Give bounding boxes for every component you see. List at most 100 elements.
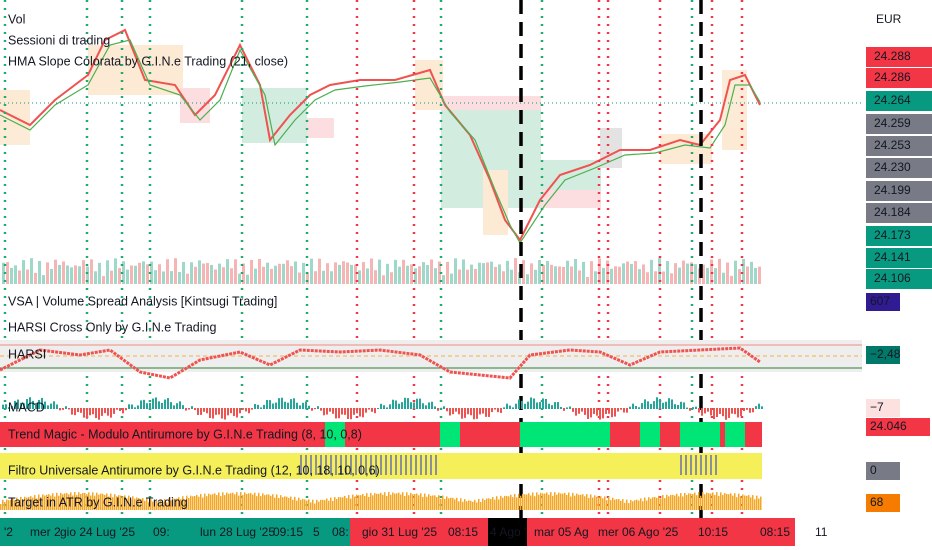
- volume-bar: [462, 259, 465, 284]
- macd-bar: [605, 408, 607, 414]
- atr-bar: [92, 492, 94, 510]
- atr-bar: [310, 502, 312, 510]
- macd-bar: [2, 404, 4, 409]
- volume-bar: [342, 261, 345, 284]
- price-badge: [866, 248, 932, 268]
- macd-bar: [305, 401, 307, 409]
- atr-bar: [434, 495, 436, 510]
- volume-bar: [642, 264, 645, 284]
- volume-bar: [590, 261, 593, 284]
- macd-bar: [704, 408, 706, 414]
- volume-bar: [298, 272, 301, 284]
- macd-bar: [467, 408, 469, 415]
- volume-bar: [42, 275, 45, 284]
- volume-bar: [126, 269, 129, 284]
- macd-bar: [437, 408, 439, 411]
- filter-tick: [355, 455, 357, 475]
- macd-bar: [98, 408, 100, 420]
- atr-bar: [450, 497, 452, 510]
- price-badge: [866, 47, 932, 67]
- atr-bar: [556, 494, 558, 510]
- filter-tick: [425, 455, 427, 475]
- atr-bar: [308, 499, 310, 510]
- time-label: 09:15: [273, 525, 303, 539]
- atr-bar: [42, 494, 44, 510]
- atr-bar: [280, 495, 282, 510]
- atr-bar: [126, 498, 128, 510]
- filter-ticks: [300, 455, 717, 475]
- volume-bar: [94, 271, 97, 284]
- macd-bar: [572, 408, 574, 412]
- atr-bar: [138, 498, 140, 510]
- badge-bg: [866, 462, 900, 480]
- atr-bar: [68, 494, 70, 510]
- volume-bar: [502, 271, 505, 284]
- macd-bar: [227, 408, 229, 416]
- volume-bar: [98, 262, 101, 284]
- macd-bar: [707, 408, 709, 412]
- atr-bar: [728, 494, 730, 510]
- atr-bar: [256, 496, 258, 510]
- macd-bar: [584, 408, 586, 415]
- price-label: 24.184: [874, 205, 911, 219]
- macd-bar: [536, 402, 538, 409]
- atr-bar: [384, 492, 386, 510]
- macd-bar: [359, 408, 361, 417]
- panel-badge: 24.046: [870, 419, 907, 433]
- macd-bar: [419, 398, 421, 409]
- atr-bar: [400, 494, 402, 510]
- macd-bar: [569, 406, 571, 409]
- macd-bar: [482, 408, 484, 414]
- volume-bar: [302, 262, 305, 284]
- atr-bar: [154, 500, 156, 510]
- macd-bar: [14, 400, 16, 409]
- atr-bar: [492, 497, 494, 510]
- atr-bar: [418, 495, 420, 510]
- macd-histogram: [2, 397, 763, 420]
- atr-bar: [40, 497, 42, 510]
- macd-bar: [260, 407, 262, 409]
- volume-bar: [630, 263, 633, 284]
- atr-bar: [102, 493, 104, 510]
- macd-bar: [431, 401, 433, 409]
- atr-bar: [20, 496, 22, 510]
- atr-bar: [32, 497, 34, 510]
- atr-bar: [334, 497, 336, 510]
- volume-bar: [50, 268, 53, 284]
- macd-bar: [140, 400, 142, 409]
- volume-bar: [474, 268, 477, 284]
- macd-bar: [116, 408, 118, 410]
- macd-bar: [413, 402, 415, 409]
- atr-bar: [392, 492, 394, 510]
- session-boxes: [0, 45, 747, 235]
- macd-bar: [212, 408, 214, 419]
- macd-bar: [8, 407, 10, 409]
- atr-bar: [136, 497, 138, 510]
- volume-bar: [146, 264, 149, 284]
- macd-bar: [230, 408, 232, 414]
- macd-bar: [59, 408, 61, 411]
- macd-bar: [209, 408, 211, 419]
- macd-bar: [86, 408, 88, 419]
- macd-bar: [194, 408, 196, 411]
- macd-bar: [365, 408, 367, 413]
- atr-bar: [528, 493, 530, 510]
- atr-bar: [562, 493, 564, 510]
- macd-bar: [26, 399, 28, 409]
- filter-tick: [390, 455, 392, 475]
- volume-bar: [66, 265, 69, 284]
- macd-bar: [77, 408, 79, 413]
- macd-bar: [236, 408, 238, 418]
- atr-bar: [666, 494, 668, 510]
- volume-bar: [334, 262, 337, 284]
- atr-bar: [540, 492, 542, 510]
- atr-bar: [490, 498, 492, 510]
- macd-bar: [248, 408, 250, 414]
- atr-bar: [638, 500, 640, 510]
- atr-bar: [636, 499, 638, 510]
- atr-bar: [486, 498, 488, 510]
- atr-bar: [470, 500, 472, 510]
- atr-bar: [416, 493, 418, 510]
- atr-bar: [278, 497, 280, 510]
- atr-bar: [134, 498, 136, 510]
